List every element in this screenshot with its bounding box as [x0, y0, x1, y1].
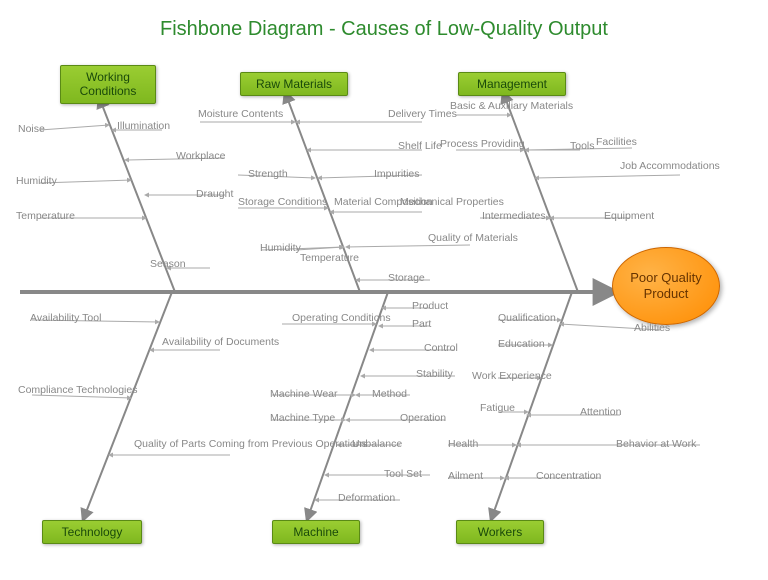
cause-label: Fatigue [480, 402, 515, 414]
cause-label: Mechanical Properties [400, 196, 460, 208]
cause-label: Temperature [300, 252, 359, 264]
cause-label: Intermediates [482, 210, 546, 222]
cause-label: Delivery Times [388, 108, 438, 120]
cause-label: Product [412, 300, 448, 312]
cause-label: Operation [400, 412, 446, 424]
cause-label: Education [498, 338, 545, 350]
cause-label: Quality of Parts Coming from Previous Op… [134, 438, 244, 450]
cat-workers: Workers [456, 520, 544, 544]
cause-label: Strength [248, 168, 288, 180]
cause-label: Method [372, 388, 407, 400]
cause-label: Tools [570, 140, 595, 152]
cause-label: Impurities [374, 168, 420, 180]
cause-label: Season [150, 258, 186, 270]
cat-working-conditions: WorkingConditions [60, 65, 156, 104]
cause-label: Availability of Documents [162, 336, 238, 348]
cause-label: Work Experience [472, 370, 552, 382]
cause-label: Humidity [260, 242, 301, 254]
cause-label: Ailment [448, 470, 483, 482]
cause-label: Noise [18, 123, 45, 135]
cause-label: Facilities [596, 136, 637, 148]
cause-label: Machine Type [270, 412, 335, 424]
cause-label: Humidity [16, 175, 57, 187]
cause-label: Concentration [536, 470, 601, 482]
cause-label: Material Composition [334, 196, 398, 208]
cause-label: Storage Conditions [238, 196, 296, 208]
bone-management [503, 92, 578, 292]
cause-label: Stability [416, 368, 453, 380]
cat-technology: Technology [42, 520, 142, 544]
cause-label: Shelf Life [398, 140, 430, 152]
cause-label: Tool Set [384, 468, 422, 480]
cause-label: Moisture Contents [198, 108, 248, 120]
cause-label: Equipment [604, 210, 654, 222]
cause-label: Control [424, 342, 458, 354]
cause-label: Attention [580, 406, 621, 418]
bone-technology [83, 292, 172, 520]
cause-label: Process Providing [440, 138, 496, 150]
cause-label: Basic & Auxiliary Materials [450, 100, 540, 112]
outcome-head: Poor QualityProduct [612, 247, 720, 325]
cause-label: Availability Tool [30, 312, 101, 324]
cause-label: Job Accommodations [620, 160, 702, 172]
cause-label: Operating Conditions [292, 312, 350, 324]
cat-machine: Machine [272, 520, 360, 544]
cause-label: Storage [388, 272, 425, 284]
cause-label: Machine Wear [270, 388, 338, 400]
cause-label: Qualification [498, 312, 556, 324]
cat-management: Management [458, 72, 566, 96]
bone-machine [307, 292, 388, 520]
cause-label: Compliance Technologies [18, 384, 90, 396]
cause-label: Temperature [16, 210, 75, 222]
cause-label: Quality of Materials [428, 232, 490, 244]
cause-label: Part [412, 318, 431, 330]
cat-raw-materials: Raw Materials [240, 72, 348, 96]
cause-label: Health [448, 438, 478, 450]
cause-label: Deformation [338, 492, 395, 504]
cause-label: Workplace [176, 150, 225, 162]
cause-label: Abilities [634, 322, 670, 334]
cause-label: Behavior at Work [616, 438, 696, 450]
cause-label: Draught [196, 188, 233, 200]
cause-label: Unbalance [352, 438, 402, 450]
cause-label: Illumination [117, 120, 170, 132]
